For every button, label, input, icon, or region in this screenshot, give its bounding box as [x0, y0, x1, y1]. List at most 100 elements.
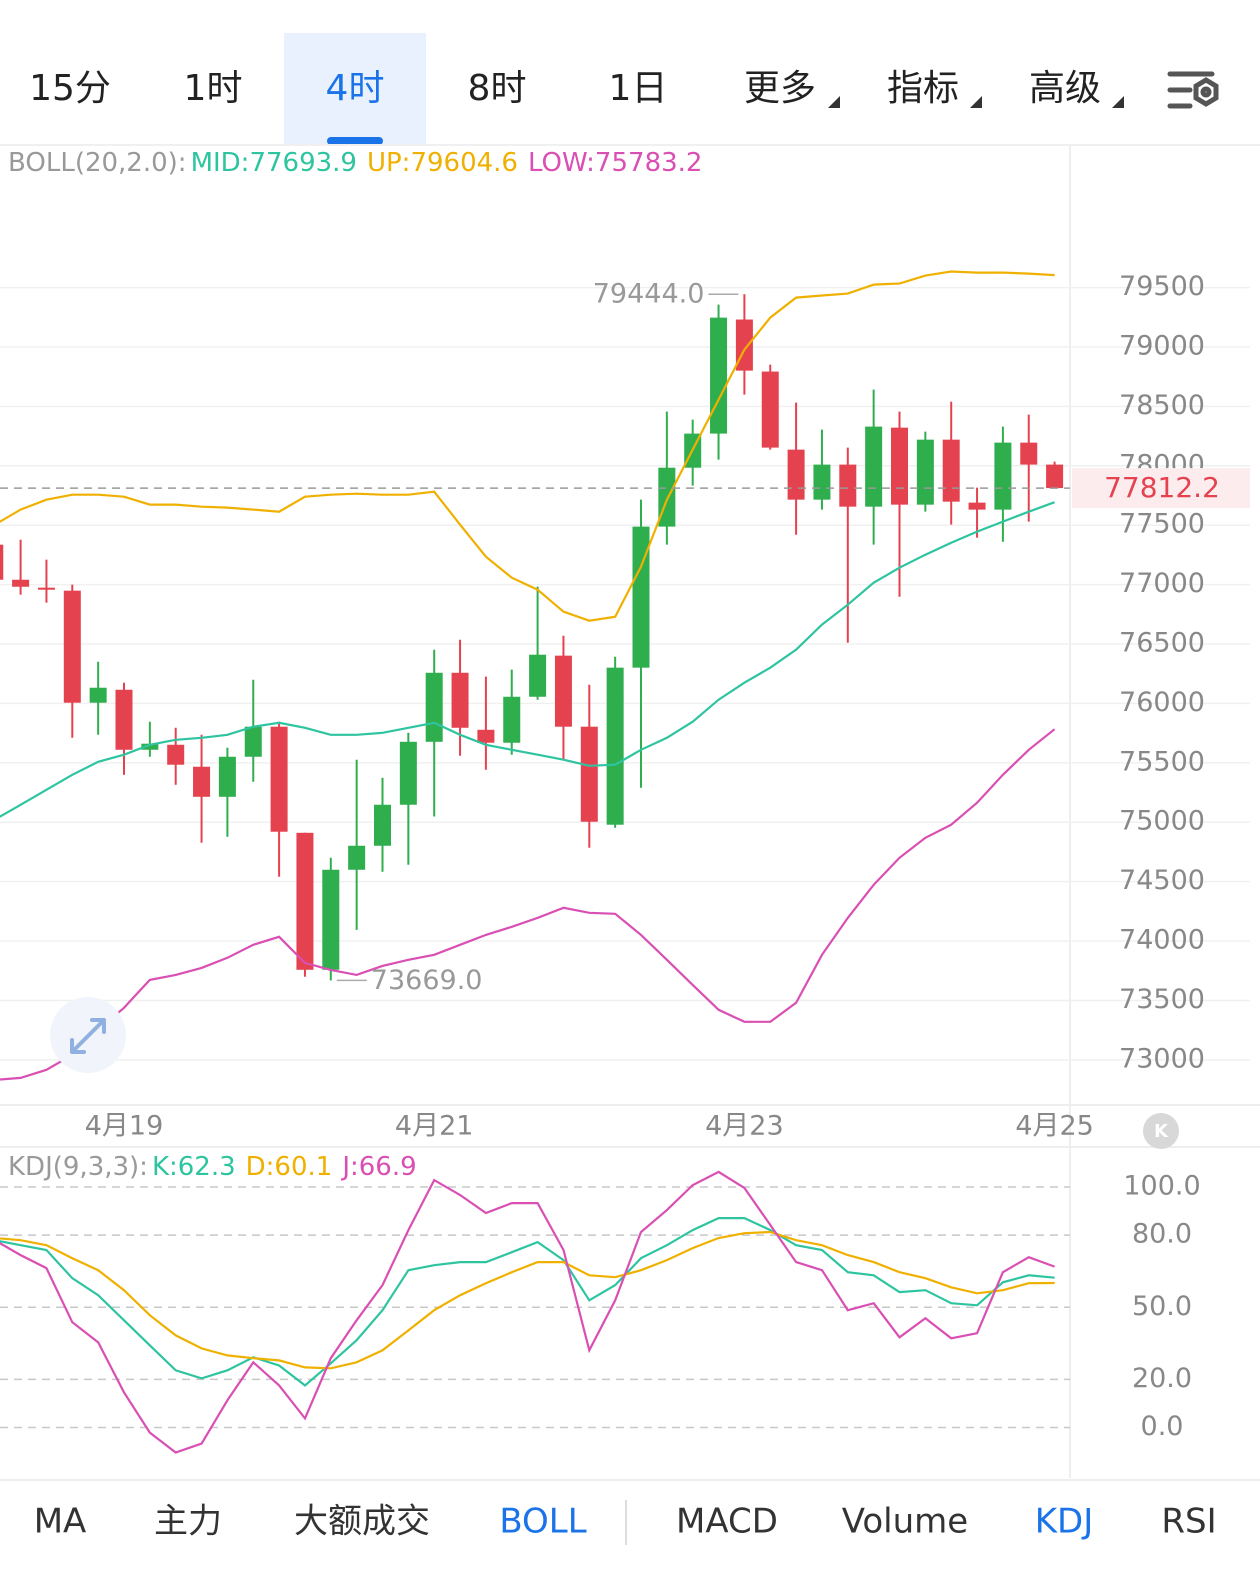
- dropdown-arrow: [828, 96, 840, 108]
- y-tick-label: 73500: [1119, 984, 1205, 1015]
- y-tick-label: 50.0: [1132, 1291, 1192, 1322]
- candle-body: [710, 317, 728, 434]
- expand-button[interactable]: [50, 997, 126, 1073]
- candle-body: [193, 766, 211, 797]
- settings-icon[interactable]: [1167, 71, 1219, 109]
- dropdown-arrow: [1112, 96, 1124, 108]
- last-price-label: 77812.2: [1104, 471, 1220, 504]
- candle-body: [1046, 464, 1064, 489]
- y-tick-label: 73000: [1119, 1043, 1205, 1074]
- candle-body: [1020, 442, 1038, 465]
- candle-body: [451, 672, 469, 728]
- indicator-tab[interactable]: Volume: [842, 1502, 968, 1542]
- y-tick-label: 100.0: [1123, 1171, 1200, 1202]
- tab[interactable]: 高级: [1029, 68, 1101, 109]
- y-tick-label: 79500: [1119, 271, 1205, 302]
- y-tick-label: 80.0: [1132, 1219, 1192, 1250]
- legend: KDJ(9,3,3): K:62.3 D:60.1 J:66.9: [8, 1152, 417, 1182]
- candle-body: [580, 726, 598, 822]
- indicator-tab[interactable]: 主力: [154, 1502, 222, 1542]
- dropdown-arrow: [970, 96, 982, 108]
- candle-body: [891, 427, 908, 505]
- kdj-plot: [0, 1170, 1055, 1454]
- candle-body: [477, 729, 495, 743]
- y-tick-label: 77000: [1119, 568, 1205, 599]
- candle-body: [606, 667, 624, 825]
- candle-body: [968, 502, 986, 510]
- main-plot: [0, 270, 1064, 1081]
- tab[interactable]: 指标: [887, 68, 959, 109]
- candle-body: [787, 449, 805, 500]
- legend-entry: LOW:75783.2: [528, 148, 702, 178]
- reset-label: K: [1154, 1121, 1169, 1142]
- y-tick-label: 78500: [1119, 390, 1205, 421]
- candle-body: [529, 654, 547, 697]
- tab[interactable]: 4时: [326, 68, 385, 109]
- candle-body: [399, 741, 417, 805]
- candle-body: [244, 726, 262, 757]
- candle-body: [425, 672, 443, 742]
- candle-body: [63, 590, 81, 703]
- indicator-tab[interactable]: 大额成交: [294, 1502, 430, 1542]
- legend-entry: J:66.9: [340, 1152, 416, 1182]
- active-tab-bg: [284, 33, 426, 145]
- candle-body: [994, 442, 1012, 510]
- y-tick-label: 76500: [1119, 628, 1205, 659]
- candle-body: [813, 464, 831, 500]
- y-tick-label: 75500: [1119, 746, 1205, 777]
- min-label: 73669.0: [371, 965, 483, 996]
- legend-entry: K:62.3: [152, 1152, 236, 1182]
- candle-body: [916, 439, 934, 505]
- last-price-box: [1072, 468, 1250, 509]
- candle-body: [348, 845, 366, 870]
- tab[interactable]: 1时: [184, 68, 243, 109]
- y-tick-label: 74000: [1119, 925, 1205, 956]
- indicator-tab[interactable]: RSI: [1161, 1502, 1216, 1542]
- candle-body: [374, 804, 391, 846]
- legend-entry: MID:77693.9: [191, 148, 357, 178]
- indicator-tab[interactable]: BOLL: [499, 1502, 586, 1542]
- candle-body: [0, 544, 4, 580]
- legend-title: KDJ(9,3,3):: [8, 1152, 148, 1182]
- indicator-line: [0, 1170, 1055, 1454]
- indicator-tab[interactable]: MACD: [676, 1502, 778, 1542]
- y-tick-label: 74500: [1119, 865, 1205, 896]
- x-tick-label: 4月21: [395, 1111, 474, 1142]
- indicator-line: [0, 728, 1056, 1081]
- candle-body: [942, 439, 960, 502]
- candle-body: [37, 587, 55, 590]
- candle-body: [270, 726, 288, 832]
- candle-body: [865, 426, 883, 507]
- y-tick-label: 77500: [1119, 509, 1205, 540]
- candle-body: [761, 371, 779, 448]
- candle-body: [839, 464, 857, 507]
- candle-body: [12, 579, 30, 587]
- tab[interactable]: 更多: [744, 68, 816, 109]
- candle-body: [322, 869, 340, 970]
- indicator-line: [0, 270, 1055, 622]
- legend-entry: D:60.1: [246, 1152, 333, 1182]
- x-tick-label: 4月23: [705, 1111, 784, 1142]
- candle-body: [554, 655, 572, 727]
- indicator-tab[interactable]: MA: [34, 1502, 87, 1542]
- tab[interactable]: 15分: [29, 68, 111, 109]
- y-tick-label: 79000: [1119, 330, 1205, 361]
- tab[interactable]: 1日: [609, 68, 668, 109]
- y-tick-label: 20.0: [1132, 1363, 1192, 1394]
- tab[interactable]: 8时: [468, 68, 527, 109]
- candle-body: [296, 832, 314, 970]
- candle-body: [141, 743, 159, 750]
- legend-title: BOLL(20,2.0):: [8, 148, 187, 178]
- y-tick-label: 75000: [1119, 806, 1205, 837]
- x-tick-label: 4月19: [85, 1111, 164, 1142]
- indicator-line: [0, 1216, 1055, 1387]
- reset-button[interactable]: K: [1143, 1113, 1179, 1149]
- indicator-line: [0, 501, 1055, 818]
- candle-body: [89, 687, 107, 703]
- indicator-tab[interactable]: KDJ: [1035, 1502, 1094, 1542]
- legend-entry: UP:79604.6: [367, 148, 518, 178]
- candle-body: [218, 756, 236, 797]
- candle-body: [115, 689, 133, 750]
- y-tick-label: 0.0: [1141, 1411, 1184, 1442]
